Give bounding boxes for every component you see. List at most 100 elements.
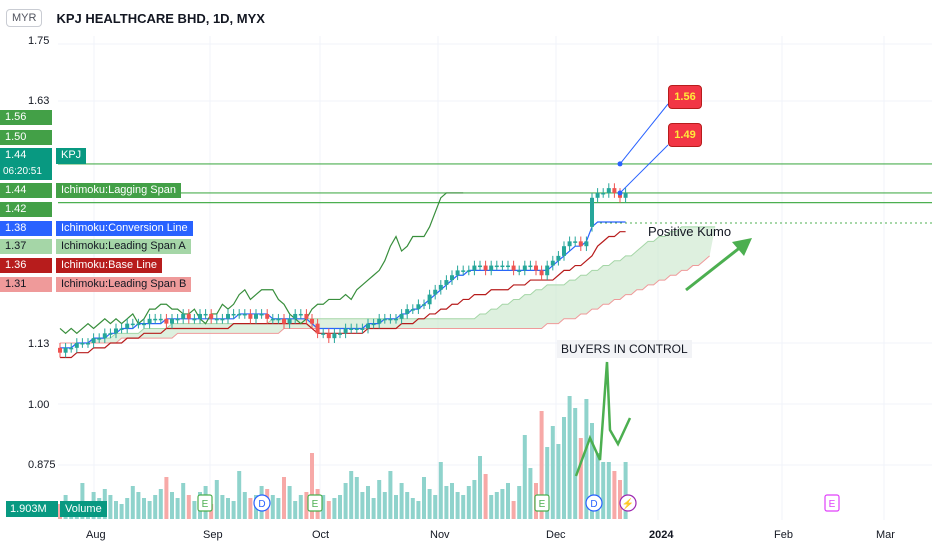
volume-bar xyxy=(270,495,275,519)
volume-bar xyxy=(405,492,410,519)
candle-body xyxy=(556,255,561,261)
target-callout[interactable]: 1.56 xyxy=(668,85,702,109)
volume-bar xyxy=(147,501,152,519)
candle-body xyxy=(282,318,286,324)
candle-body xyxy=(450,275,454,281)
volume-bar xyxy=(562,417,566,519)
volume-bar xyxy=(130,486,135,519)
volume-bar xyxy=(332,498,337,519)
kumo-fill xyxy=(60,226,716,343)
volume-bar xyxy=(584,399,589,519)
candle-body xyxy=(102,333,107,339)
volume-bar xyxy=(237,471,242,519)
candle-body xyxy=(410,309,415,311)
volume-bar xyxy=(517,486,522,519)
volume-bar xyxy=(125,498,130,519)
target-callout[interactable]: 1.49 xyxy=(668,123,702,147)
conversion-line xyxy=(60,221,626,349)
candle-body xyxy=(444,280,449,285)
volume-bar xyxy=(119,504,124,519)
volume-bar xyxy=(522,435,527,519)
target-point xyxy=(617,190,623,196)
volume-bar xyxy=(506,483,510,519)
earnings-marker xyxy=(534,494,550,512)
event-markers: E D E E D ⚡ E xyxy=(197,494,840,512)
volume-bar xyxy=(511,501,516,519)
x-tick: Feb xyxy=(774,529,793,541)
currency-selector[interactable]: MYR xyxy=(6,9,43,27)
volume-bar xyxy=(478,456,482,519)
volume-bar xyxy=(170,492,174,519)
volume-bar xyxy=(298,495,303,519)
candle-body xyxy=(382,318,387,321)
candle-body xyxy=(472,265,477,271)
candle-body xyxy=(287,318,292,324)
volume-bar xyxy=(528,468,533,519)
volume-bar xyxy=(192,501,197,519)
x-tick: 2024 xyxy=(649,529,674,541)
candle-body xyxy=(158,318,163,321)
volume-bar xyxy=(153,495,158,519)
volume-bar xyxy=(310,453,314,519)
volume-bar xyxy=(590,423,594,519)
candle-body xyxy=(394,318,398,321)
volume-bar xyxy=(461,495,466,519)
volume-bar xyxy=(410,498,415,519)
candle-body xyxy=(147,318,152,324)
candle-body xyxy=(427,294,432,305)
candle-body xyxy=(422,304,426,306)
candle-body xyxy=(315,323,320,334)
volume-bar xyxy=(282,477,286,519)
candle-body xyxy=(483,265,488,271)
event-marker-label: D xyxy=(258,499,265,510)
candle-body xyxy=(321,333,326,335)
base-line xyxy=(60,231,626,359)
y-tick: 1.00 xyxy=(28,399,50,411)
candle-body xyxy=(181,313,186,319)
candle-body xyxy=(130,323,135,326)
candle-body xyxy=(203,313,208,316)
buyers-note[interactable]: BUYERS IN CONTROL xyxy=(557,340,692,358)
volume-bar xyxy=(114,501,118,519)
candle-body xyxy=(97,338,102,340)
candle-body xyxy=(63,347,68,353)
candle-body xyxy=(259,313,264,316)
volume-bar xyxy=(338,495,342,519)
earnings-marker xyxy=(197,494,213,512)
candle-body xyxy=(209,313,214,319)
candle-body xyxy=(332,333,337,339)
event-marker-label: ⚡ xyxy=(622,497,634,510)
volume-bar xyxy=(550,426,555,519)
candle-body xyxy=(304,313,309,319)
volume-bar xyxy=(545,447,550,519)
kumo-arrow xyxy=(685,244,743,292)
earnings-marker xyxy=(307,494,323,512)
volume-bar xyxy=(293,501,298,519)
candle-body xyxy=(534,265,538,271)
x-tick: Mar xyxy=(876,529,895,541)
event-marker-label: E xyxy=(202,499,209,510)
kumo-note[interactable]: Positive Kumo xyxy=(648,224,732,239)
volume-label: Volume xyxy=(60,501,107,517)
dividend-marker xyxy=(253,494,271,512)
candle-body xyxy=(360,328,365,330)
x-tick: Aug xyxy=(86,529,106,541)
candle-body xyxy=(242,313,247,316)
candle-body xyxy=(69,347,74,350)
candle-body xyxy=(489,265,494,271)
volume-bar xyxy=(354,477,359,519)
candle-body xyxy=(231,313,236,316)
candle-body xyxy=(125,323,130,329)
symbol-title: KPJ HEALTHCARE BHD, 1D, MYX xyxy=(56,10,265,26)
volume-bar xyxy=(427,489,432,519)
candle-body xyxy=(276,318,281,321)
buyers-arrow xyxy=(574,361,632,477)
candle-body xyxy=(58,347,62,353)
candle-body xyxy=(522,265,527,271)
volume-bar xyxy=(483,474,488,519)
volume-bar xyxy=(377,480,382,519)
candle-body xyxy=(606,188,611,193)
volume-bar xyxy=(248,498,253,519)
volume-bar xyxy=(556,444,561,519)
